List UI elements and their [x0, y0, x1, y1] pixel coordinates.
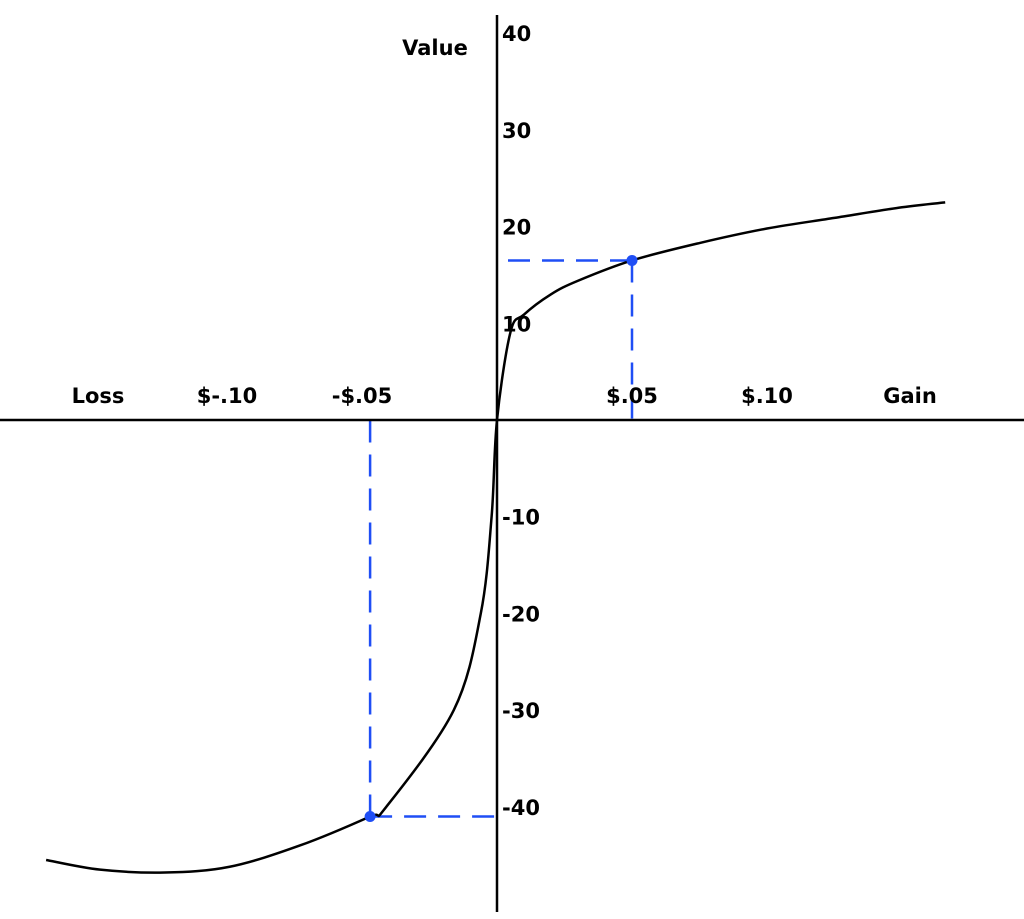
- y-tick-label: 30: [502, 119, 531, 143]
- y-tick-label: -10: [502, 506, 540, 530]
- highlight-point: [364, 810, 376, 822]
- value-curve: [45, 201, 946, 874]
- x-tick-label: -$.05: [332, 384, 393, 408]
- x-tick-label: $-.10: [197, 384, 258, 408]
- x-tick-label: $.10: [741, 384, 793, 408]
- y-tick-label: 40: [502, 22, 531, 46]
- y-axis-label: Value: [402, 36, 468, 60]
- highlight-point: [626, 254, 638, 266]
- y-tick-label: 10: [502, 312, 531, 336]
- y-tick-label: 20: [502, 216, 531, 240]
- y-tick-label: -30: [502, 699, 540, 723]
- y-tick-label: -40: [502, 796, 540, 820]
- x-axis-label-loss: Loss: [72, 384, 125, 408]
- x-tick-label: $.05: [606, 384, 658, 408]
- x-axis-label-gain: Gain: [883, 384, 937, 408]
- y-tick-label: -20: [502, 602, 540, 626]
